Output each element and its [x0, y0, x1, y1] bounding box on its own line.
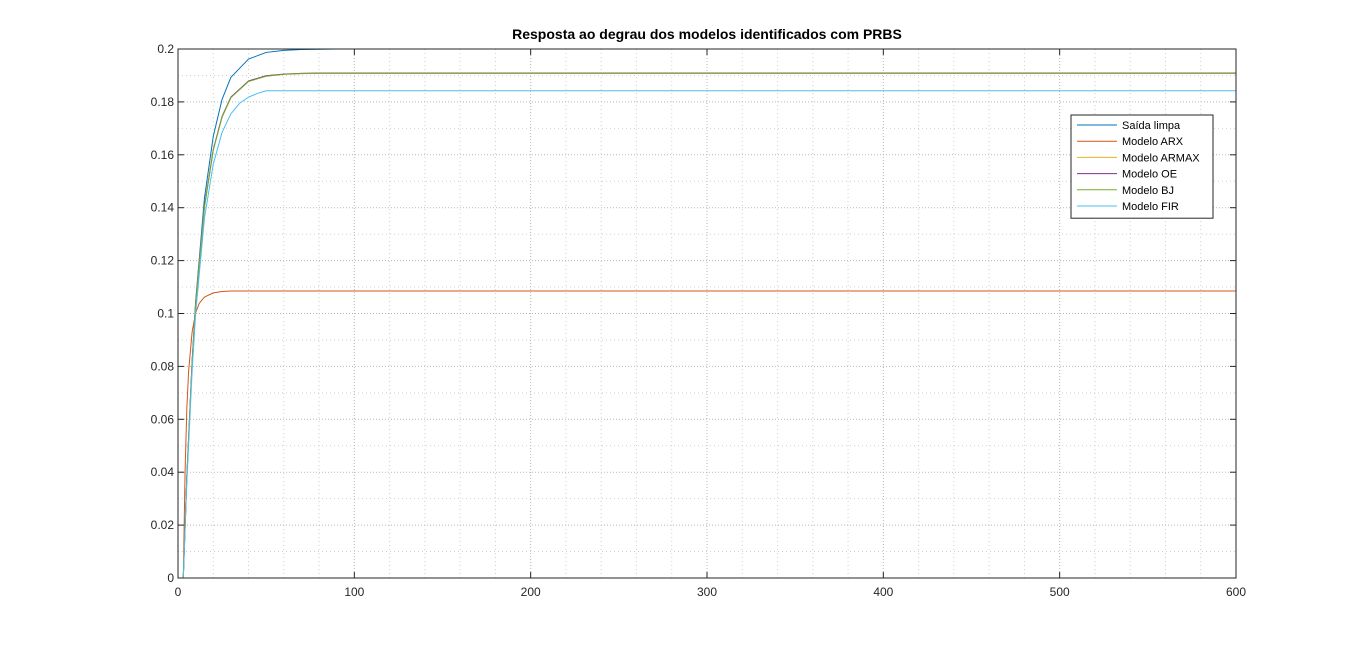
x-tick-label: 500 — [1050, 585, 1070, 599]
legend-box — [1070, 114, 1214, 219]
legend-label-modelo-fir: Modelo FIR — [1122, 201, 1179, 213]
y-tick-label: 0.18 — [151, 95, 175, 109]
y-tick-label: 0.02 — [151, 518, 175, 532]
x-tick-label: 600 — [1226, 585, 1246, 599]
legend-label-sa-da-limpa: Saída limpa — [1122, 120, 1181, 132]
legend[interactable]: Saída limpa Modelo ARX Modelo ARMAX Modelo … — [1070, 114, 1214, 219]
series-line-modelo-fir — [178, 90, 1236, 579]
legend-label-modelo-armax: Modelo ARMAX — [1122, 152, 1200, 164]
y-tick-label: 0.08 — [151, 359, 175, 373]
y-tick-label: 0.16 — [151, 148, 175, 162]
grid — [177, 48, 1237, 579]
y-tick-label: 0.1 — [157, 307, 174, 321]
y-tick-label: 0.04 — [151, 465, 175, 479]
y-tick-label: 0.06 — [151, 412, 175, 426]
x-tick-label: 100 — [344, 585, 364, 599]
legend-label-modelo-oe: Modelo OE — [1122, 169, 1177, 181]
x-tick-label: 200 — [521, 585, 541, 599]
y-tick-label: 0.2 — [157, 42, 174, 56]
y-tick-label: 0 — [167, 571, 174, 585]
legend-label-modelo-arx: Modelo ARX — [1122, 136, 1184, 148]
axes: 0 100 200 300 400 500 600 0 0.02 0.04 0.06 0.08 0.1 0… — [151, 42, 1247, 599]
y-tick-label: 0.14 — [151, 201, 175, 215]
x-tick-label: 300 — [697, 585, 717, 599]
series-lines — [178, 48, 1236, 579]
x-tick-label: 400 — [873, 585, 893, 599]
x-tick-label: 0 — [175, 585, 182, 599]
chart-title: Resposta ao degrau dos modelos identific… — [512, 26, 902, 42]
series-line-modelo-arx — [178, 290, 1236, 579]
y-tick-label: 0.12 — [151, 254, 175, 268]
legend-label-modelo-bj: Modelo BJ — [1122, 185, 1174, 197]
